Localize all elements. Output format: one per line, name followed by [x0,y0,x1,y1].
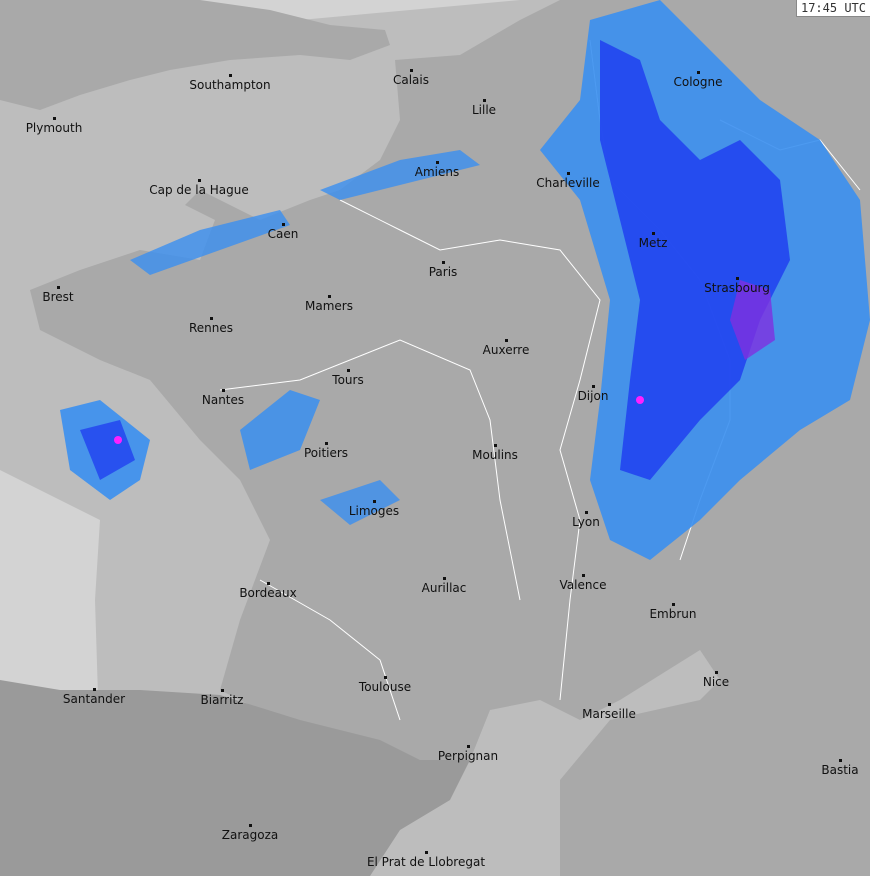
city-label: Biarritz [200,693,244,707]
city-label: El Prat de Llobregat [366,855,486,869]
city-label: Zaragoza [221,828,279,842]
city-dot [347,369,350,372]
city-label: Southampton [189,78,271,92]
city-label: Marseille [582,707,636,721]
city-label: Cologne [673,75,723,89]
city-label: Santander [62,692,126,706]
city-dot [210,317,213,320]
city-label: Lille [471,103,497,117]
precipitation [60,0,870,560]
city-label: Moulins [472,448,518,462]
city-label: Brest [42,290,74,304]
city-dot [373,500,376,503]
city-dot [839,759,842,762]
city-dot [442,261,445,264]
city-dot [582,574,585,577]
timestamp: 17:45 UTC [795,0,870,17]
city-dot [57,286,60,289]
city-label: Bastia [821,763,859,777]
city-dot [736,277,739,280]
city-label: Limoges [348,504,400,518]
city-dot [384,676,387,679]
city-label: Auxerre [482,343,530,357]
city-label: Nice [702,675,730,689]
city-label: Plymouth [25,121,83,135]
city-label: Valence [559,578,607,592]
city-dot [608,703,611,706]
city-dot [567,172,570,175]
city-dot [697,71,700,74]
city-label: Paris [428,265,458,279]
city-label: Cap de la Hague [149,183,249,197]
city-label: Poitiers [303,446,349,460]
city-dot [483,99,486,102]
city-label: Strasbourg [704,281,770,295]
city-label: Charleville [536,176,600,190]
city-dot [505,339,508,342]
city-label: Perpignan [437,749,499,763]
city-dot [53,117,56,120]
city-label: Mamers [305,299,353,313]
city-dot [325,442,328,445]
city-label: Tours [332,373,364,387]
city-label: Bordeaux [239,586,297,600]
land-corsica [800,725,855,860]
city-label: Aurillac [421,581,467,595]
city-dot [436,161,439,164]
city-label: Lyon [572,515,600,529]
city-dot [267,582,270,585]
city-dot [328,295,331,298]
city-dot [93,688,96,691]
city-label: Dijon [577,389,609,403]
city-label: Amiens [414,165,460,179]
city-dot [467,745,470,748]
city-dot [229,74,232,77]
city-label: Toulouse [358,680,412,694]
city-dot [282,223,285,226]
land-spain [0,680,470,876]
city-label: Metz [638,236,668,250]
land-uk [0,0,390,110]
city-dot [425,851,428,854]
city-dot [249,824,252,827]
city-label: Caen [267,227,299,241]
city-dot [585,511,588,514]
city-dot [592,385,595,388]
city-dot [672,603,675,606]
city-dot [652,232,655,235]
city-dot [222,389,225,392]
city-label: Nantes [201,393,245,407]
city-dot [715,671,718,674]
city-dot [494,444,497,447]
city-dot [443,577,446,580]
city-dot [410,69,413,72]
city-dot [198,179,201,182]
city-dot [221,689,224,692]
city-label: Calais [392,73,430,87]
city-label: Embrun [649,607,697,621]
city-label: Rennes [188,321,234,335]
